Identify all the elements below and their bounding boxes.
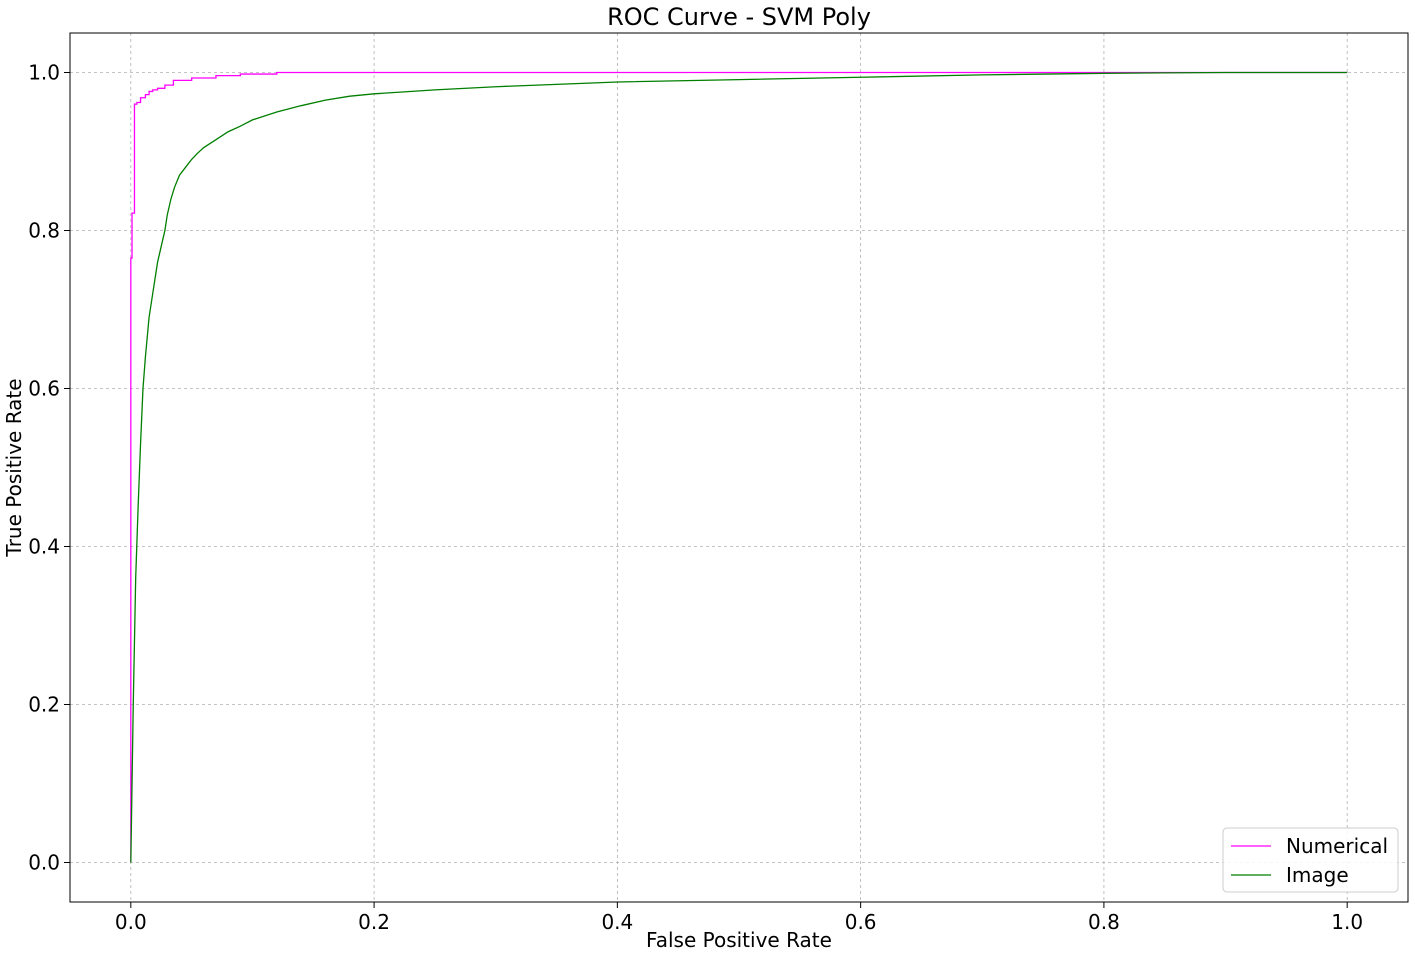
x-tick-label: 0.8 — [1088, 910, 1120, 934]
y-axis-label: True Positive Rate — [2, 378, 26, 557]
series-line-image — [130, 71, 1348, 863]
y-tick-label: 0.2 — [28, 693, 60, 717]
x-tick-label: 0.2 — [358, 910, 390, 934]
y-tick-label: 0.6 — [28, 377, 60, 401]
y-tick-label: 0.4 — [28, 535, 60, 559]
x-tick-label: 1.0 — [1331, 910, 1363, 934]
x-axis-label: False Positive Rate — [646, 928, 832, 952]
y-tick-label: 0.0 — [28, 851, 60, 875]
legend: Numerical Image — [1222, 827, 1399, 893]
y-tick-label: 0.8 — [28, 219, 60, 243]
x-tick-label: 0.4 — [601, 910, 633, 934]
y-tick-label: 1.0 — [28, 61, 60, 85]
axis-ticks: 0.0 0.2 0.4 0.6 0.8 1.0 0.0 0.2 0.4 0.6 0.8 1.0 — [28, 61, 1363, 935]
x-tick-label: 0.6 — [845, 910, 877, 934]
series-line-numerical — [130, 71, 1348, 863]
legend-label-image: Image — [1286, 863, 1349, 887]
chart-title: ROC Curve - SVM Poly — [607, 3, 871, 31]
x-tick-label: 0.0 — [115, 910, 147, 934]
series-lines — [130, 71, 1348, 863]
grid-lines — [70, 33, 1408, 902]
legend-box — [1222, 827, 1399, 893]
plot-frame — [69, 32, 1409, 903]
legend-label-numerical: Numerical — [1286, 834, 1388, 858]
